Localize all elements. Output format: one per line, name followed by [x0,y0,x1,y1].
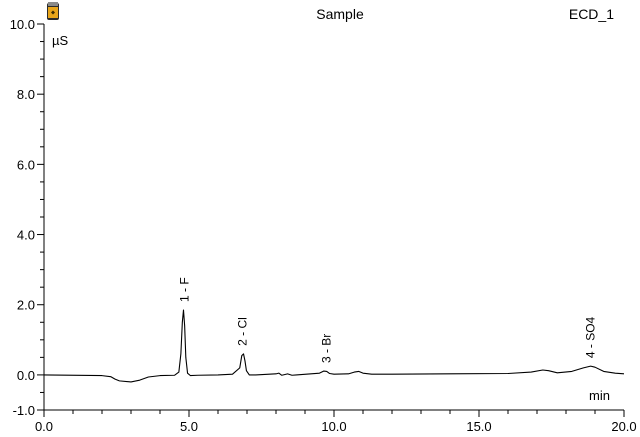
y-unit-label: µS [52,33,68,48]
axis-tick-labels: 0.0 5.0 10.0 15.0 20.0-1.00.02.04.06.08.010.… [10,17,637,434]
y-tick-label: 2.0 [17,298,35,313]
axis-ticks [37,23,625,417]
y-tick-label: 6.0 [17,157,35,172]
x-tick-label: 5.0 [180,419,198,434]
peak-label: 1 - F [178,277,192,302]
x-tick-label: 15.0 [466,419,491,434]
y-tick-label: 4.0 [17,228,35,243]
peak-label: 4 - SO4 [584,316,598,358]
y-tick-label: -1.0 [13,403,35,418]
chromatogram-trace [43,309,625,383]
x-tick-label: 20.0 [611,419,636,434]
chart-title: Sample [316,6,364,22]
vial-icon [47,2,59,20]
y-tick-label: 0.0 [17,368,35,383]
x-tick-label: 10.0 [321,419,346,434]
y-tick-label: 10.0 [10,17,35,32]
peak-labels: 1 - F 2 - Cl 3 - Br 4 - SO4 [178,277,598,363]
peak-label: 3 - Br [320,334,334,363]
x-unit-label: min [589,388,610,403]
y-tick-label: 8.0 [17,87,35,102]
channel-label: ECD_1 [569,6,614,22]
x-tick-label: 0.0 [35,419,53,434]
peak-label: 2 - Cl [236,317,250,346]
